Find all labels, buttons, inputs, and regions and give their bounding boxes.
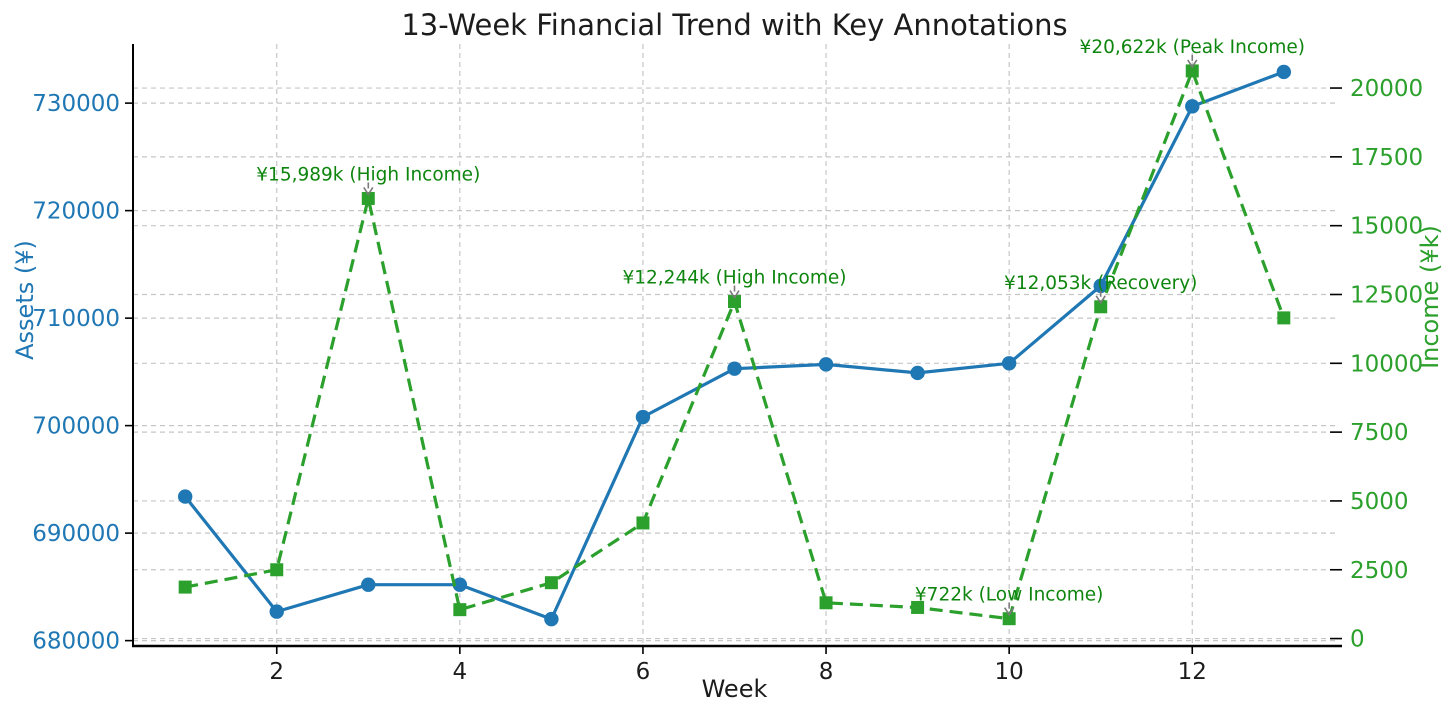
- right-axis-tick-label: 0: [1350, 627, 1365, 653]
- assets-marker: [544, 611, 559, 627]
- right-axis-tick-label: 20000: [1350, 76, 1423, 102]
- y-axis-label-right: Income (¥k): [1416, 225, 1444, 369]
- left-axis-tick-label: 730000: [32, 91, 120, 117]
- y-axis-label-left: Assets (¥): [11, 240, 39, 360]
- assets-marker: [910, 365, 925, 381]
- income-marker: [636, 516, 650, 530]
- income-marker: [1002, 612, 1016, 626]
- income-marker: [178, 580, 192, 594]
- assets-marker: [1001, 356, 1017, 371]
- assets-marker: [1093, 278, 1108, 294]
- x-axis-tick-label: 8: [819, 659, 834, 685]
- assets-line: [183, 70, 1285, 621]
- right-axis-tick-label: 12500: [1350, 282, 1423, 308]
- annotation-label: ¥20,622k (Peak Income): [1080, 37, 1305, 58]
- assets-marker: [818, 357, 834, 372]
- x-axis-label: Week: [701, 675, 768, 703]
- annotation-arrowhead: [729, 290, 740, 300]
- assets-marker: [361, 577, 376, 592]
- income-marker: [544, 576, 558, 590]
- annotation-label: ¥12,244k (High Income): [622, 268, 846, 289]
- x-axis-tick-label: 4: [453, 659, 468, 685]
- x-axis-tick-label: 12: [1178, 659, 1207, 685]
- assets-marker: [1185, 99, 1200, 114]
- left-axis-tick-label: 720000: [32, 199, 120, 225]
- assets-marker: [635, 409, 651, 425]
- income-marker: [453, 603, 467, 617]
- income-marker: [911, 600, 925, 614]
- income-line: [184, 69, 1286, 621]
- income-marker: [819, 596, 833, 610]
- chart-title: 13-Week Financial Trend with Key Annotat…: [401, 8, 1068, 42]
- x-axis-tick-label: 10: [995, 659, 1024, 685]
- assets-marker: [452, 577, 468, 592]
- right-axis-tick-label: 2500: [1350, 558, 1409, 584]
- right-axis-tick-label: 15000: [1350, 214, 1423, 240]
- x-axis-tick-label: 6: [636, 659, 651, 685]
- annotation-label: ¥15,989k (High Income): [256, 164, 480, 185]
- left-axis-tick-label: 710000: [32, 306, 120, 332]
- left-axis-tick-label: 690000: [32, 521, 120, 547]
- left-axis-tick-label: 700000: [32, 414, 120, 440]
- income-marker: [361, 191, 375, 205]
- assets-marker: [269, 604, 284, 619]
- right-axis-tick-label: 17500: [1350, 145, 1423, 171]
- right-axis-tick-label: 10000: [1350, 351, 1423, 377]
- right-axis-tick-label: 7500: [1350, 420, 1409, 446]
- income-marker: [1094, 300, 1108, 314]
- annotation-label: ¥722k (Low Income): [915, 585, 1104, 606]
- annotation-arrowhead: [363, 187, 374, 196]
- annotation-label: ¥12,053k (Recovery): [1004, 273, 1197, 294]
- income-marker: [1185, 64, 1199, 78]
- annotation-arrowhead: [1095, 295, 1106, 305]
- income-marker: [728, 295, 741, 309]
- annotation-arrowhead: [1003, 607, 1015, 617]
- assets-marker: [177, 489, 193, 504]
- assets-marker: [727, 361, 742, 376]
- income-marker: [1277, 311, 1291, 325]
- right-axis-tick-label: 5000: [1350, 489, 1409, 515]
- annotation-arrowhead: [1187, 59, 1198, 69]
- x-axis-tick-label: 2: [269, 659, 284, 685]
- left-axis-tick-label: 680000: [32, 629, 120, 655]
- income-marker: [270, 563, 284, 577]
- assets-marker: [1276, 64, 1292, 80]
